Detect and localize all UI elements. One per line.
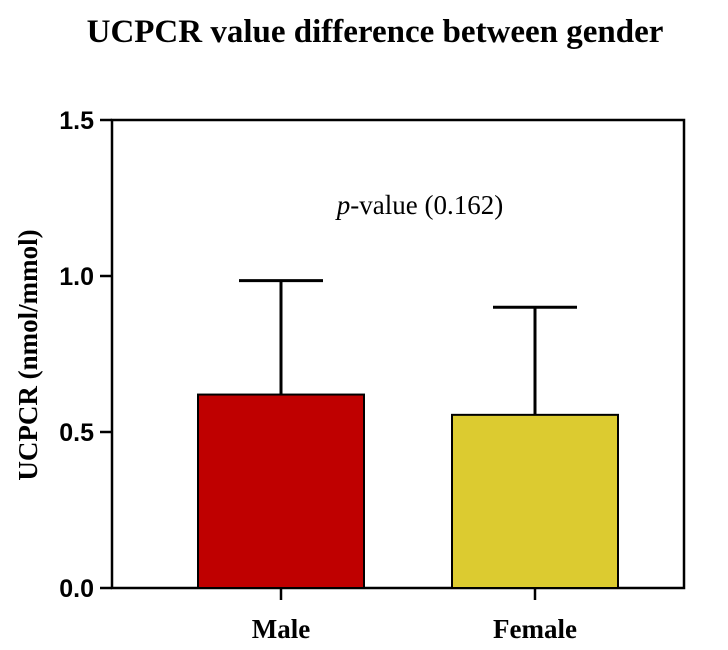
y-tick-label: 1.5	[59, 107, 94, 135]
p-value-annotation: p-value (0.162)	[335, 190, 503, 220]
y-axis-label: UCPCR (nmol/mmol)	[13, 229, 43, 480]
x-tick-label-female: Female	[493, 614, 577, 644]
bar-male	[197, 393, 365, 589]
y-tick-label: 0.5	[59, 419, 94, 447]
bar-female	[451, 413, 619, 589]
plot-border	[110, 118, 686, 590]
p-value-text: -value (0.162)	[350, 190, 503, 220]
x-axis-ticks: Male Female	[252, 588, 577, 644]
y-tick-label: 1.0	[59, 263, 94, 291]
x-tick-label-male: Male	[252, 614, 310, 644]
y-axis-ticks: 0.0 0.5 1.0 1.5	[59, 107, 112, 603]
plot-frame	[110, 118, 686, 590]
bars	[197, 279, 619, 589]
y-tick-label: 0.0	[59, 575, 94, 603]
p-value-italic: p	[335, 190, 351, 220]
chart-title: UCPCR value difference between gender	[87, 14, 664, 50]
